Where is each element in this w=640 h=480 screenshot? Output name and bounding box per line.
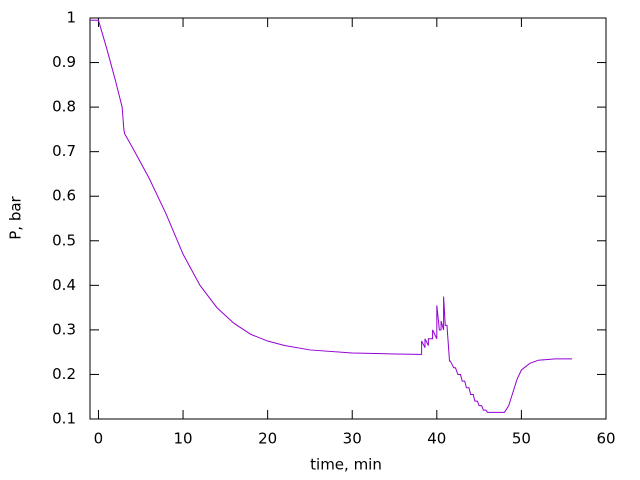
x-tick-label: 10 <box>174 430 193 448</box>
y-tick-label: 0.4 <box>52 276 76 294</box>
y-tick-label: 0.5 <box>52 231 76 249</box>
x-tick-label: 50 <box>512 430 531 448</box>
x-axis-label: time, min <box>310 456 382 474</box>
y-tick-label: 0.1 <box>52 410 76 428</box>
y-tick-label: 0.7 <box>52 142 76 160</box>
y-tick-label: 0.9 <box>52 53 76 71</box>
x-tick-label: 40 <box>427 430 446 448</box>
x-tick-label: 0 <box>94 430 104 448</box>
y-tick-label: 1 <box>66 9 76 27</box>
data-line <box>90 19 573 413</box>
y-axis-label: P, bar <box>7 195 25 239</box>
y-tick-label: 0.8 <box>52 98 76 116</box>
x-tick-label: 30 <box>343 430 362 448</box>
y-tick-label: 0.6 <box>52 187 76 205</box>
y-tick-label: 0.3 <box>52 320 76 338</box>
y-tick-label: 0.2 <box>52 365 76 383</box>
x-tick-label: 20 <box>258 430 277 448</box>
plot-border <box>89 17 607 420</box>
x-tick-label: 60 <box>596 430 615 448</box>
